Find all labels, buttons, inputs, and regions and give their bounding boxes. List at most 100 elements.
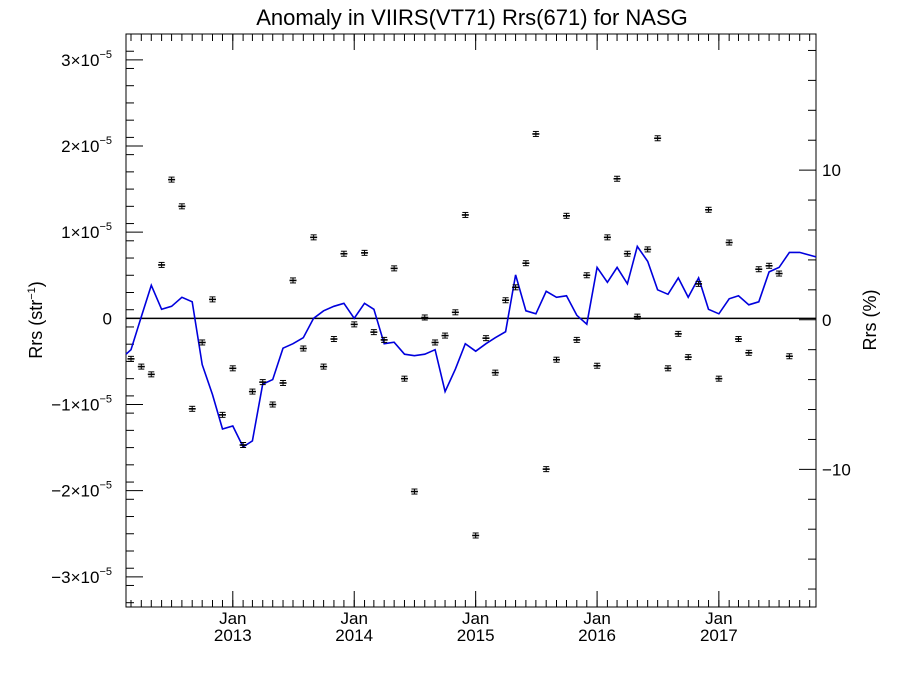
data-point xyxy=(573,336,581,343)
y-tick-exponent: −5 xyxy=(99,49,112,61)
y-tick-exponent: −5 xyxy=(99,135,112,147)
data-point xyxy=(269,401,277,408)
data-point xyxy=(644,246,652,253)
y-axis-title-close: ) xyxy=(26,281,46,287)
y-tick-mantissa: −2 xyxy=(51,482,70,501)
data-point xyxy=(380,336,388,343)
data-point xyxy=(482,335,490,342)
y-tick-mantissa: 1 xyxy=(61,223,70,242)
data-point xyxy=(410,488,418,495)
x-tick-label-month: Jan xyxy=(341,609,368,628)
data-point xyxy=(441,332,449,339)
x-tick-label-month: Jan xyxy=(705,609,732,628)
data-point xyxy=(390,265,398,272)
data-point xyxy=(674,330,682,337)
data-point xyxy=(603,234,611,241)
y2-axis: 10 0 −10 xyxy=(799,49,851,590)
y2-tick-label: −10 xyxy=(822,460,851,479)
data-point xyxy=(553,356,561,363)
y2-axis-title: Rrs (%) xyxy=(860,290,880,351)
data-point xyxy=(684,354,692,361)
series-anomaly-percent-line xyxy=(125,244,817,449)
y2-tick-label: 10 xyxy=(822,161,841,180)
data-point xyxy=(421,314,429,321)
data-point xyxy=(461,211,469,218)
data-point xyxy=(400,375,408,382)
data-point xyxy=(178,203,186,210)
data-point xyxy=(299,345,307,352)
y-tick-exponent: −5 xyxy=(99,394,112,406)
y-tick-exponent: −5 xyxy=(99,566,112,578)
data-point xyxy=(289,277,297,284)
data-point xyxy=(229,365,237,372)
y-axis-title-sup: −1 xyxy=(26,287,38,300)
data-point xyxy=(664,365,672,372)
y-tick-mantissa: −3 xyxy=(51,568,70,587)
data-point xyxy=(320,363,328,370)
x-tick-label-month: Jan xyxy=(583,609,610,628)
y-tick-label: −1×10−5 xyxy=(51,394,112,415)
data-point xyxy=(542,466,550,473)
data-point xyxy=(522,260,530,267)
data-point xyxy=(158,261,166,268)
y-tick-mantissa: 0 xyxy=(103,309,112,328)
data-point xyxy=(734,336,742,343)
y-tick-label: −2×10−5 xyxy=(51,480,112,501)
data-point xyxy=(695,280,703,287)
data-point xyxy=(654,135,662,142)
data-point xyxy=(137,363,145,370)
data-point xyxy=(431,339,439,346)
y-tick-label: 0 xyxy=(103,309,112,328)
y-tick-times: ×10 xyxy=(71,482,100,501)
x-tick-label-year: 2016 xyxy=(578,626,616,645)
data-point xyxy=(451,309,459,316)
y-tick-times: ×10 xyxy=(71,568,100,587)
data-point xyxy=(745,349,753,356)
y-tick-mantissa: −1 xyxy=(51,396,70,415)
y2-tick-label: 0 xyxy=(822,311,831,330)
y-tick-times: ×10 xyxy=(71,396,100,415)
x-tick-label-month: Jan xyxy=(462,609,489,628)
y-tick-exponent: −5 xyxy=(99,221,112,233)
data-point xyxy=(330,336,338,343)
data-point xyxy=(705,206,713,213)
y-tick-label: 2×10−5 xyxy=(61,135,112,156)
y-tick-label: 1×10−5 xyxy=(61,221,112,242)
y-axis-title: Rrs (str−1) xyxy=(26,281,46,359)
plot-frame xyxy=(125,33,817,608)
data-point xyxy=(310,234,318,241)
data-point xyxy=(593,362,601,369)
series-line-path xyxy=(125,244,817,449)
data-point xyxy=(583,272,591,279)
data-point xyxy=(239,442,247,449)
y-tick-label: −3×10−5 xyxy=(51,566,112,587)
data-point xyxy=(208,296,216,303)
y-tick-times: ×10 xyxy=(71,51,100,70)
data-point xyxy=(532,130,540,137)
y-tick-mantissa: 3 xyxy=(61,51,70,70)
data-point xyxy=(350,321,358,328)
data-point xyxy=(340,250,348,257)
data-point xyxy=(370,329,378,336)
x-tick-label-year: 2017 xyxy=(700,626,738,645)
data-point xyxy=(472,532,480,539)
data-point xyxy=(127,355,135,362)
data-point xyxy=(248,388,256,395)
data-point xyxy=(715,375,723,382)
y-axis-title-base: Rrs (str xyxy=(26,300,46,359)
data-point xyxy=(623,250,631,257)
data-point xyxy=(218,411,226,418)
data-point xyxy=(198,339,206,346)
y-tick-exponent: −5 xyxy=(99,480,112,492)
y-tick-times: ×10 xyxy=(71,137,100,156)
data-point xyxy=(491,369,499,376)
data-point xyxy=(279,379,287,386)
data-point xyxy=(168,176,176,183)
data-point xyxy=(775,270,783,277)
data-point xyxy=(633,313,641,320)
x-tick-label-year: 2014 xyxy=(335,626,373,645)
data-point xyxy=(502,297,510,304)
data-point xyxy=(785,353,793,360)
